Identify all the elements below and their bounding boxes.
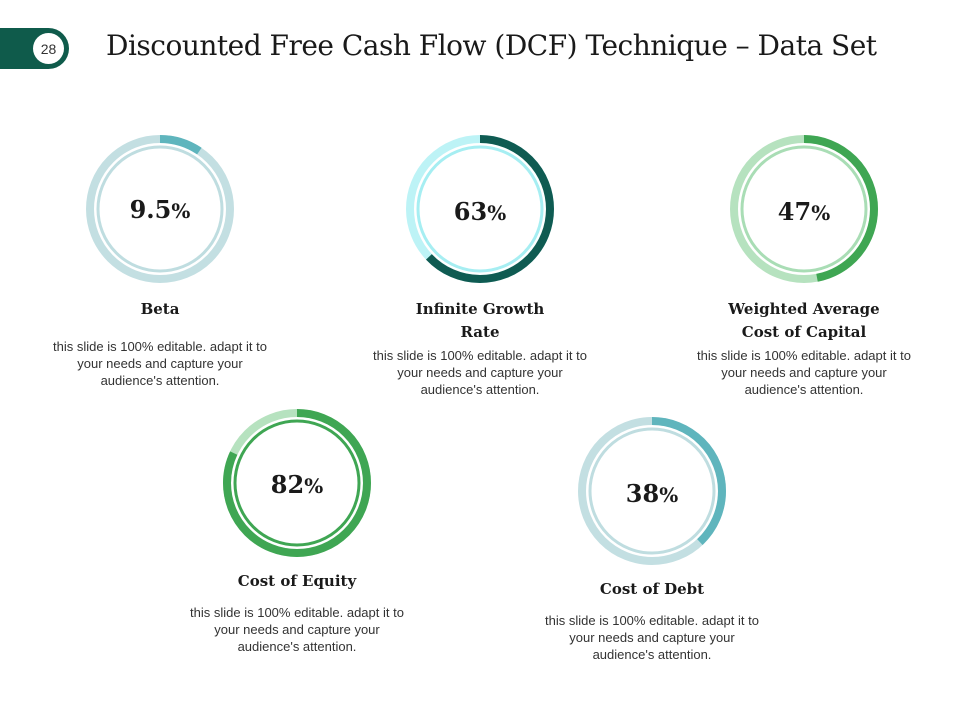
gauge-value-arc	[223, 409, 371, 557]
donut-gauge-wacc: 47%	[730, 135, 878, 283]
kpi-name: Beta	[140, 300, 180, 318]
gauge-value-label: 38%	[626, 479, 678, 508]
kpi-description: this slide is 100% editable. adapt it to…	[545, 613, 759, 662]
kpi-name: Cost of Debt	[599, 580, 705, 598]
gauge-inner-ring	[96, 145, 224, 273]
gauge-value-label: 9.5%	[130, 195, 191, 224]
gauge-value-arc	[578, 417, 726, 565]
gauge-value-label: 63%	[454, 197, 506, 226]
kpi-card-cost-of-debt: 38% Cost of Debt this slide is 100% edit…	[532, 416, 772, 663]
kpi-description: this slide is 100% editable. adapt it to…	[53, 339, 267, 388]
kpi-card-wacc: 47% Weighted Average Cost of Capital thi…	[684, 134, 924, 398]
gauge-value-arc	[406, 135, 554, 283]
kpi-name: Cost of Equity	[237, 572, 357, 590]
slide-title: Discounted Free Cash Flow (DCF) Techniqu…	[106, 29, 877, 62]
gauge-inner-ring	[588, 427, 716, 555]
kpi-name: Weighted Average Cost of Capital	[728, 300, 880, 341]
donut-gauge-cost-of-debt: 38%	[578, 417, 726, 565]
kpi-card-beta: 9.5% Beta this slide is 100% editable. a…	[40, 134, 280, 389]
kpi-description: this slide is 100% editable. adapt it to…	[697, 348, 911, 397]
kpi-card-infinite-growth-rate: 63% Infinite Growth Rate this slide is 1…	[360, 134, 600, 398]
donut-gauge-infinite-growth-rate: 63%	[406, 135, 554, 283]
gauge-value-arc	[730, 135, 878, 283]
gauge-value-label: 82%	[271, 470, 323, 499]
kpi-card-cost-of-equity: 82% Cost of Equity this slide is 100% ed…	[177, 408, 417, 655]
gauge-value-arc	[86, 135, 234, 283]
kpi-name: Infinite Growth Rate	[415, 300, 545, 341]
gauge-inner-ring	[233, 419, 361, 547]
kpi-description: this slide is 100% editable. adapt it to…	[373, 348, 587, 397]
gauge-value-label: 47%	[778, 197, 830, 226]
donut-gauge-cost-of-equity: 82%	[223, 409, 371, 557]
gauge-inner-ring	[740, 145, 868, 273]
donut-gauge-beta: 9.5%	[86, 135, 234, 283]
kpi-description: this slide is 100% editable. adapt it to…	[190, 605, 404, 654]
slide-number: 28	[33, 33, 64, 64]
gauge-inner-ring	[416, 145, 544, 273]
